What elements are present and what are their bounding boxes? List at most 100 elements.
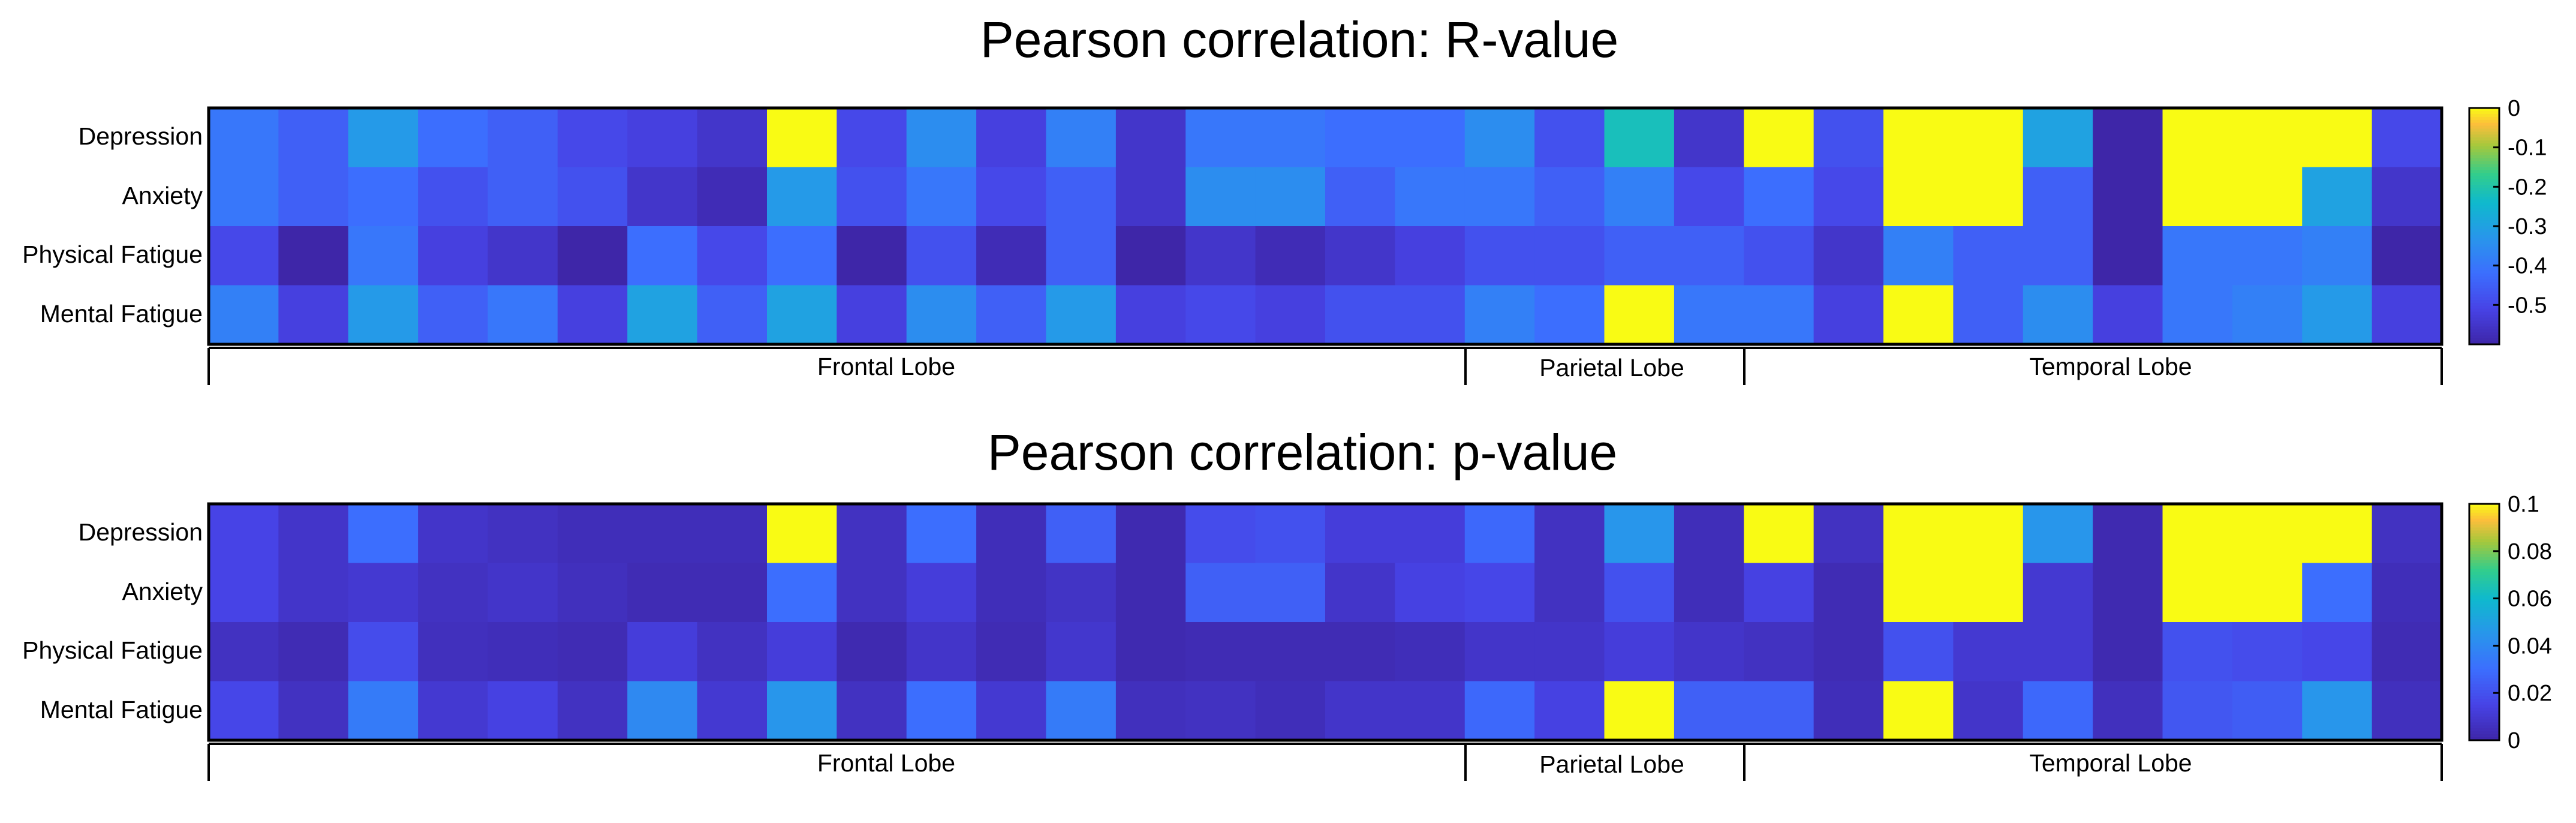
heatmap-cell — [348, 622, 419, 682]
colorbar-segment — [2469, 693, 2499, 696]
heatmap-cell — [2372, 108, 2442, 168]
heatmap-cell — [697, 681, 768, 741]
colorbar-segment — [2469, 244, 2499, 248]
colorbar-segment — [2469, 675, 2499, 679]
colorbar-tick-label: -0.2 — [2508, 175, 2547, 200]
colorbar-segment — [2469, 108, 2499, 112]
heatmap-cell — [1115, 563, 1186, 623]
colorbar-segment — [2469, 722, 2499, 726]
heatmap-cell — [697, 285, 768, 345]
heatmap-cell — [1813, 167, 1884, 227]
heatmap-cell — [2232, 226, 2303, 286]
heatmap-cell — [836, 108, 907, 168]
colorbar-segment — [2469, 527, 2499, 531]
colorbar-segment — [2469, 158, 2499, 162]
heatmap-cell — [278, 108, 349, 168]
colorbar-segment — [2469, 672, 2499, 676]
heatmap-cell — [1115, 681, 1186, 741]
heatmap-cell — [278, 622, 349, 682]
heatmap-cell — [2162, 285, 2233, 345]
heatmap-cell — [209, 167, 279, 227]
heatmap-cell — [1325, 285, 1395, 345]
heatmap-cell — [2093, 108, 2163, 168]
colorbar-segment — [2469, 182, 2499, 185]
heatmap-cell — [2302, 285, 2373, 345]
colorbar-segment — [2469, 265, 2499, 268]
heatmap-cell — [209, 681, 279, 741]
p-value-heatmap — [209, 504, 2442, 741]
colorbar-segment — [2469, 707, 2499, 711]
heatmap-cell — [976, 622, 1047, 682]
colorbar-segment — [2469, 701, 2499, 705]
colorbar-segment — [2469, 622, 2499, 626]
heatmap-cell — [1115, 504, 1186, 564]
colorbar-segment — [2469, 211, 2499, 215]
colorbar-segment — [2469, 696, 2499, 699]
colorbar-segment — [2469, 542, 2499, 546]
colorbar-segment — [2469, 575, 2499, 578]
colorbar-segment — [2469, 687, 2499, 691]
colorbar-segment — [2469, 506, 2499, 510]
colorbar-segment — [2469, 226, 2499, 230]
heatmap-cell — [1534, 285, 1605, 345]
heatmap-cell — [1813, 622, 1884, 682]
colorbar-segment — [2469, 288, 2499, 292]
heatmap-cell — [1883, 563, 1954, 623]
row-label-depression: Depression — [79, 518, 203, 546]
colorbar-segment — [2469, 654, 2499, 658]
colorbar-segment — [2469, 125, 2499, 130]
heatmap-cell — [2302, 681, 2373, 741]
heatmap-cell — [278, 504, 349, 564]
heatmap-cell — [1185, 108, 1256, 168]
heatmap-cell — [1744, 108, 1814, 168]
heatmap-cell — [2232, 167, 2303, 227]
heatmap-cell — [697, 226, 768, 286]
heatmap-cell — [1464, 681, 1535, 741]
heatmap-cell — [836, 226, 907, 286]
heatmap-cell — [1325, 504, 1395, 564]
heatmap-cell — [976, 226, 1047, 286]
colorbar-segment — [2469, 545, 2499, 549]
colorbar-segment — [2469, 589, 2499, 593]
heatmap-cell — [1953, 226, 2024, 286]
colorbar-segment — [2469, 276, 2499, 280]
heatmap-cell — [2023, 563, 2093, 623]
colorbar-segment — [2469, 716, 2499, 720]
heatmap-cell — [278, 681, 349, 741]
heatmap-cell — [906, 563, 977, 623]
heatmap-cell — [2232, 622, 2303, 682]
heatmap-cell — [1115, 285, 1186, 345]
heatmap-cell — [487, 563, 558, 623]
heatmap-cell — [1534, 504, 1605, 564]
colorbar-segment — [2469, 173, 2499, 177]
colorbar-segment — [2469, 214, 2499, 218]
heatmap-cell — [557, 622, 628, 682]
heatmap-cell — [1255, 563, 1326, 623]
heatmap-cell — [836, 563, 907, 623]
heatmap-cell — [627, 285, 698, 345]
heatmap-cell — [1744, 285, 1814, 345]
r-value-title: Pearson correlation: R-value — [980, 11, 1619, 68]
heatmap-cell — [1115, 622, 1186, 682]
heatmap-cell — [1325, 622, 1395, 682]
colorbar-segment — [2469, 199, 2499, 203]
heatmap-cell — [767, 681, 837, 741]
colorbar-segment — [2469, 604, 2499, 608]
heatmap-cell — [836, 285, 907, 345]
colorbar-segment — [2469, 320, 2499, 325]
heatmap-cell — [1813, 563, 1884, 623]
heatmap-cell — [1255, 622, 1326, 682]
colorbar-segment — [2469, 572, 2499, 575]
heatmap-cell — [627, 108, 698, 168]
colorbar-segment — [2469, 232, 2499, 236]
colorbar-tick-label: -0.5 — [2508, 293, 2547, 318]
heatmap-cell — [906, 226, 977, 286]
heatmap-cell — [1534, 622, 1605, 682]
colorbar-segment — [2469, 660, 2499, 664]
heatmap-cell — [487, 622, 558, 682]
heatmap-cell — [278, 226, 349, 286]
row-label-physical-fatigue: Physical Fatigue — [22, 241, 203, 268]
colorbar-segment — [2469, 317, 2499, 322]
heatmap-cell — [1674, 226, 1744, 286]
heatmap-cell — [487, 167, 558, 227]
